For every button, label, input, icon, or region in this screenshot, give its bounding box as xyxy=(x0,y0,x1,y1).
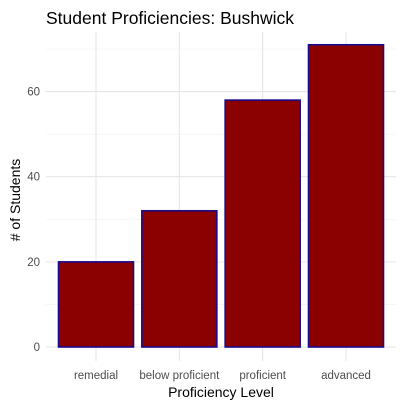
x-tick-label: below proficient xyxy=(139,370,220,382)
bar-remedial xyxy=(57,261,135,348)
chart-title: Student Proficiencies: Bushwick xyxy=(46,8,294,28)
bars xyxy=(57,43,385,348)
x-axis-ticks: remedial below proficient proficient advanc… xyxy=(74,370,371,382)
bar-proficient xyxy=(224,99,301,348)
y-tick-label: 20 xyxy=(27,257,40,269)
y-axis-label: # of Students xyxy=(7,159,23,242)
x-tick-label: proficient xyxy=(239,370,286,382)
y-tick-label: 0 xyxy=(34,342,40,354)
y-tick-label: 40 xyxy=(27,172,40,184)
x-tick-label: remedial xyxy=(74,370,118,382)
x-tick-label: advanced xyxy=(321,370,371,382)
bar-below-proficient xyxy=(141,209,218,348)
bar-advanced xyxy=(307,43,385,348)
y-axis-ticks: 0 20 40 60 xyxy=(27,87,40,354)
y-tick-label: 60 xyxy=(27,87,40,99)
x-axis-label: Proficiency Level xyxy=(168,384,274,400)
